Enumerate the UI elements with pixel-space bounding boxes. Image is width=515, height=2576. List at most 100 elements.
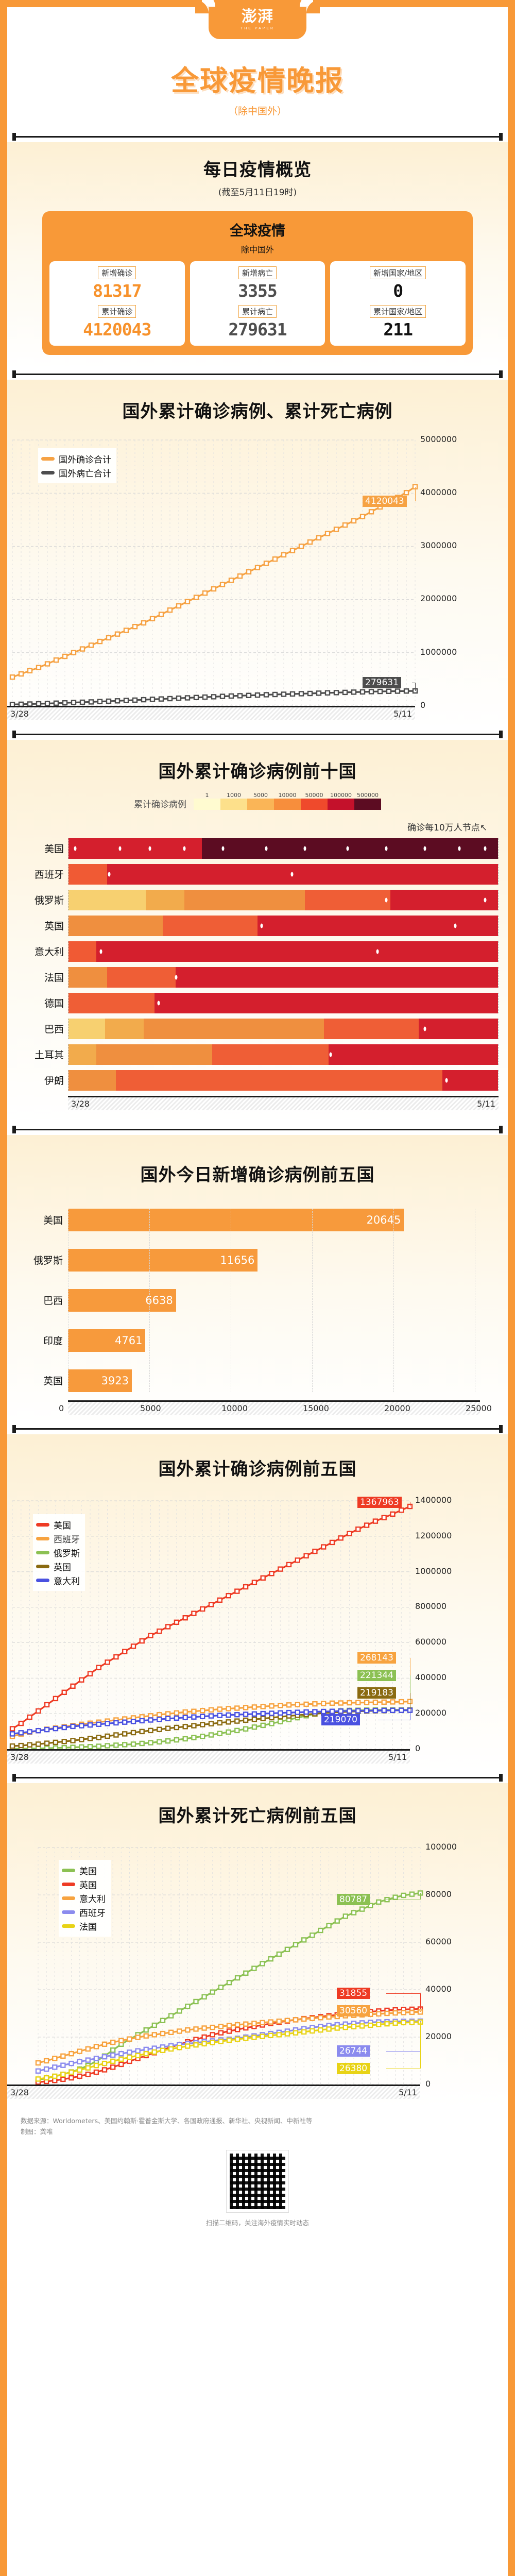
page-subtitle: （除中国外） [228, 106, 287, 117]
chart1-plot: 0 1000000 2000000 3000000 4000000 5000000 3/28… [7, 434, 508, 723]
y-axis-tick: 5000000 [420, 434, 457, 444]
callout-leader-vertical [420, 1993, 421, 2009]
heatmap-marker [458, 846, 461, 851]
heatmap-rows: 美国 西班牙 俄罗斯 英国 意大利 法国 德国 巴西 土耳其 伊朗 [7, 838, 499, 1091]
masthead: 澎湃 THE PAPER [7, 0, 508, 46]
scale-tick: 1 [205, 791, 209, 799]
heatmap-marker [290, 872, 294, 877]
chart2-scale-label: 累计确诊病例 [134, 799, 186, 810]
series-end-label: 1367963 [357, 1496, 402, 1508]
legend-item: 英国 [62, 1878, 106, 1891]
y-axis-tick: 4000000 [420, 487, 457, 498]
heatmap-segment [201, 838, 498, 859]
y-axis-tick: 0 [420, 700, 426, 710]
legend-label: 国外病亡合计 [59, 468, 111, 479]
heatmap-row: 法国 [7, 967, 499, 988]
heatmap-marker [118, 846, 122, 851]
heatmap-segment [418, 1018, 498, 1039]
y-axis-tick: 0 [425, 2078, 431, 2089]
brand-logo-en: THE PAPER [240, 26, 275, 30]
heatmap-segment [176, 967, 498, 988]
legend-swatch [41, 470, 55, 474]
legend-swatch [62, 1896, 75, 1900]
callout-leader-vertical [420, 2022, 421, 2069]
bar-label: 美国 [43, 1215, 63, 1227]
series-end-label: 26744 [337, 2045, 370, 2057]
y-axis-tick: 3000000 [420, 540, 457, 551]
legend-swatch [36, 1550, 49, 1554]
heatmap-segment [143, 1018, 324, 1039]
chart2-scale: 累计确诊病例 1 1000 5000 10000 50000 100000 500000 [7, 792, 508, 810]
chart4-section: 国外累计确诊病例前五国 0 200000 400000 600000 800000 100… [7, 1434, 508, 1772]
stat-col-countries: 新增国家/地区 0 累计国家/地区 211 [330, 261, 466, 346]
heatmap-marker [385, 897, 388, 903]
legend-label: 西班牙 [79, 1908, 106, 1919]
y-axis-tick: 100000 [425, 1841, 457, 1852]
qr-block: 扫描二维码，关注海外疫情实时动态 [21, 2150, 494, 2227]
heatmap-marker [376, 949, 379, 954]
legend-swatch [36, 1578, 49, 1582]
scale-swatch [274, 798, 301, 810]
heatmap-row-label: 德国 [44, 998, 64, 1010]
stat-value-new-deaths: 3355 [238, 281, 277, 301]
stat-value-new-countries: 0 [393, 281, 403, 301]
bar-value: 3923 [68, 1369, 132, 1392]
heatmap-marker [157, 1001, 160, 1006]
y-axis-tick: 1400000 [415, 1495, 452, 1505]
heatmap-row: 巴西 [7, 1018, 499, 1039]
legend-swatch [36, 1522, 49, 1527]
bar-x-tick: 25000 [466, 1403, 492, 1413]
legend-label: 英国 [54, 1562, 71, 1573]
heatmap-marker [108, 872, 111, 877]
scale-swatch [220, 798, 247, 810]
qr-caption: 扫描二维码，关注海外疫情实时动态 [205, 2219, 309, 2227]
scale-tick: 10000 [278, 791, 297, 799]
bar-x-tick: 5000 [140, 1403, 161, 1413]
brand-logo: 澎湃 THE PAPER [195, 0, 320, 39]
heatmap-marker [183, 846, 186, 851]
heatmap-segment [68, 838, 202, 859]
scale-tick: 1000 [227, 791, 241, 799]
page-title-block: 全球疫情晚报 （除中国外） [7, 46, 508, 131]
chart5-title: 国外累计死亡病例前五国 [158, 1805, 357, 1826]
y-axis-tick: 1000000 [415, 1566, 452, 1576]
heatmap-track [68, 992, 499, 1013]
heatmap-marker [265, 846, 268, 851]
heatmap-row-label: 意大利 [34, 946, 64, 958]
legend-swatch [62, 1910, 75, 1914]
heatmap-segment [163, 915, 258, 936]
heatmap-track [68, 915, 499, 936]
y-axis-tick: 600000 [415, 1637, 447, 1647]
y-axis-tick: 1200000 [415, 1530, 452, 1540]
heatmap-row-label: 巴西 [44, 1024, 64, 1036]
heatmap-segment [442, 1070, 498, 1091]
heatmap-row: 西班牙 [7, 863, 499, 885]
legend-label: 意大利 [79, 1894, 106, 1905]
bar-value: 4761 [68, 1329, 146, 1352]
footer: 数据来源：Worldometers、美国约翰斯·霍普金斯大学、各国政府通报、新华… [7, 2107, 508, 2228]
heatmap-row-label: 伊朗 [44, 1075, 64, 1087]
line-chart-svg [9, 439, 418, 707]
divider-2 [7, 368, 508, 380]
chart2-xtick-start: 3/28 [71, 1098, 90, 1109]
series-end-label: 268143 [357, 1652, 396, 1664]
chart5-plot: 0 20000 40000 60000 80000 100000 3/28 5/11 美国 英国意… [7, 1839, 508, 2102]
legend-item: 西班牙 [62, 1906, 106, 1919]
qr-code-icon[interactable] [226, 2150, 289, 2213]
heatmap-segment [68, 889, 146, 910]
scale-tick: 500000 [357, 791, 379, 799]
callout-leader-vertical [420, 1893, 421, 1900]
legend-label: 法国 [79, 1922, 97, 1933]
heatmap-marker [99, 949, 102, 954]
bar-label: 巴西 [43, 1295, 63, 1307]
stats-card: 全球疫情 除中国外 新增确诊 81317 累计确诊 4120043 新增病亡 3… [42, 211, 473, 355]
heatmap-row: 伊朗 [7, 1070, 499, 1091]
y-axis-tick: 80000 [425, 1889, 452, 1899]
heatmap-segment [115, 1070, 442, 1091]
heatmap-marker [484, 846, 487, 851]
callout-leader [386, 2050, 420, 2052]
x-axis-tick-end: 5/11 [388, 1752, 407, 1762]
scale-tick: 50000 [305, 791, 323, 799]
series-end-label: 31855 [337, 1987, 370, 1999]
legend-item: 英国 [36, 1560, 80, 1573]
